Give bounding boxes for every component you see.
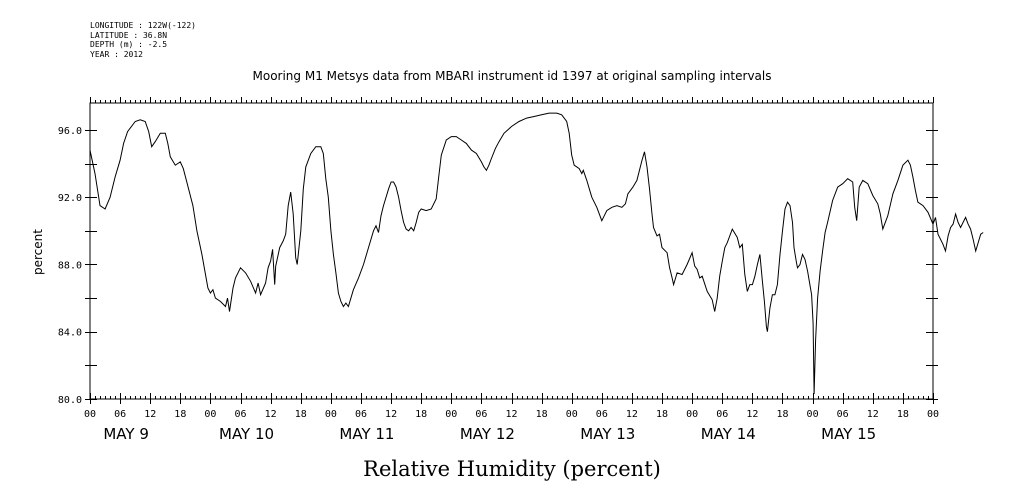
x-tick-label: 18 <box>174 409 186 420</box>
day-label: MAY 11 <box>339 425 394 443</box>
metadata-block: LONGITUDE : 122W(-122) LATITUDE : 36.8N … <box>90 21 196 59</box>
x-tick-label: 00 <box>686 409 698 420</box>
depth-text: DEPTH (m) : -2.5 <box>90 40 168 49</box>
x-tick-label: 18 <box>897 409 909 420</box>
y-tick-label: 84.0 <box>58 328 82 339</box>
x-tick-label: 18 <box>415 409 427 420</box>
day-label: MAY 9 <box>103 425 149 443</box>
x-tick-label: 00 <box>84 409 96 420</box>
x-tick-label: 00 <box>445 409 457 420</box>
x-tick-label: 00 <box>566 409 578 420</box>
x-tick-label: 06 <box>355 409 367 420</box>
x-tick-label: 12 <box>867 409 879 420</box>
x-tick-label: 12 <box>626 409 638 420</box>
x-tick-label: 06 <box>837 409 849 420</box>
x-tick-label: 12 <box>505 409 517 420</box>
x-axis-label: Relative Humidity (percent) <box>363 457 661 481</box>
day-label: MAY 10 <box>219 425 274 443</box>
y-axis-label: percent <box>31 229 45 275</box>
x-tick-label: 06 <box>716 409 728 420</box>
x-tick-label: 18 <box>295 409 307 420</box>
day-label: MAY 13 <box>580 425 635 443</box>
longitude-text: LONGITUDE : 122W(-122) <box>90 21 196 30</box>
day-label: MAY 12 <box>460 425 515 443</box>
day-label: MAY 15 <box>821 425 876 443</box>
latitude-text: LATITUDE : 36.8N <box>90 30 168 40</box>
x-tick-label: 12 <box>746 409 758 420</box>
x-tick-label: 00 <box>325 409 337 420</box>
x-tick-label: 12 <box>144 409 156 420</box>
chart-title: Mooring M1 Metsys data from MBARI instru… <box>253 69 772 83</box>
x-tick-label: 00 <box>807 409 819 420</box>
x-tick-label: 00 <box>927 409 939 420</box>
plot-frame <box>89 102 934 400</box>
x-tick-label: 06 <box>114 409 126 420</box>
x-tick-label: 12 <box>385 409 397 420</box>
x-tick-label: 18 <box>656 409 668 420</box>
x-tick-label: 18 <box>776 409 788 420</box>
y-tick-label: 96.0 <box>58 126 82 137</box>
x-tick-label: 06 <box>235 409 247 420</box>
x-tick-label: 18 <box>536 409 548 420</box>
y-tick-label: 88.0 <box>58 260 82 271</box>
x-tick-label: 12 <box>265 409 277 420</box>
x-tick-label: 06 <box>596 409 608 420</box>
y-tick-label: 92.0 <box>58 193 82 204</box>
day-label: MAY 14 <box>701 425 756 443</box>
year-text: YEAR : 2012 <box>90 49 143 59</box>
x-tick-label: 06 <box>475 409 487 420</box>
y-tick-label: 80.0 <box>58 395 82 406</box>
x-tick-label: 00 <box>204 409 216 420</box>
series-line <box>89 112 984 395</box>
